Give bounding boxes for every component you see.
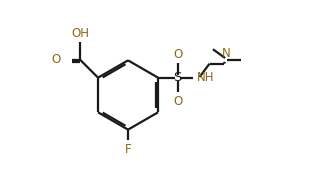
Text: O: O [173, 95, 182, 108]
Text: N: N [222, 47, 230, 59]
Text: O: O [173, 48, 182, 61]
Text: OH: OH [72, 27, 90, 40]
Text: S: S [173, 71, 182, 84]
Text: NH: NH [196, 71, 214, 84]
Text: F: F [125, 143, 131, 156]
Text: O: O [51, 53, 60, 66]
